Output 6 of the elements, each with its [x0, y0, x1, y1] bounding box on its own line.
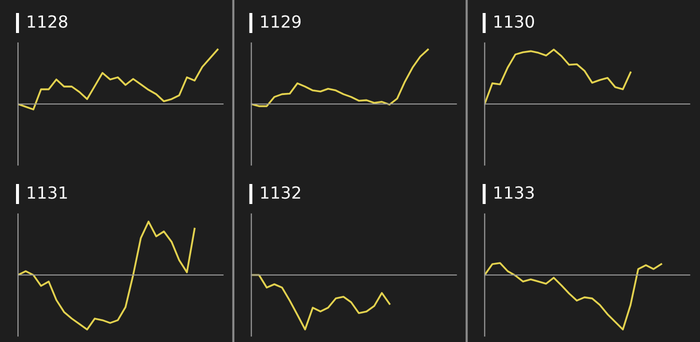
chart-title: 1128	[28, 15, 68, 28]
chart-title: 1132	[261, 186, 300, 199]
chart-title: 1129	[261, 15, 301, 28]
chart-title: 1130	[494, 15, 534, 28]
chart-title: 1133	[494, 186, 534, 199]
chart-title: 1131	[28, 186, 67, 199]
